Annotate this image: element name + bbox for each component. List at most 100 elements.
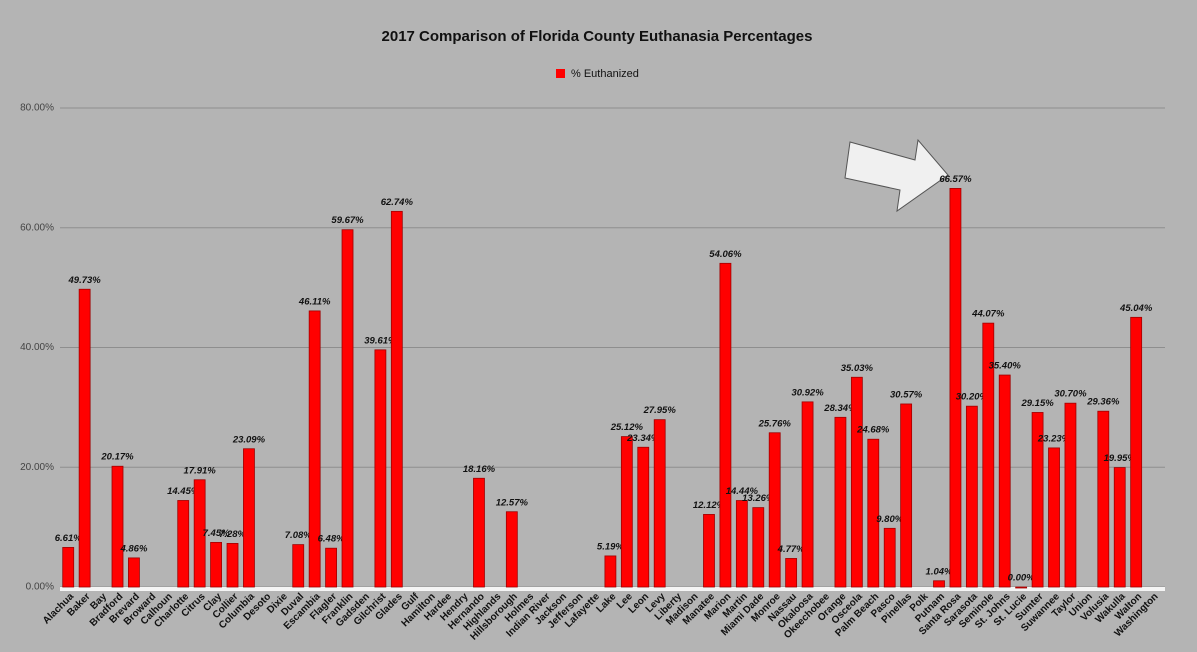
data-label: 6.48% xyxy=(318,534,345,545)
data-label: 9.80% xyxy=(876,514,903,525)
data-label: 14.44% xyxy=(726,486,759,497)
bar xyxy=(390,210,403,588)
data-label: 35.40% xyxy=(989,361,1022,372)
data-label: 12.12% xyxy=(693,500,726,511)
bar xyxy=(1113,467,1126,588)
data-label: 44.07% xyxy=(971,309,1005,320)
bar xyxy=(965,405,978,588)
data-label: 28.34% xyxy=(823,403,857,414)
data-label: 17.91% xyxy=(184,465,217,476)
bar-group xyxy=(390,210,403,588)
bar xyxy=(62,547,75,588)
bar-group xyxy=(653,419,666,588)
bar-group xyxy=(243,448,255,588)
data-label: 20.17% xyxy=(100,452,134,463)
bar xyxy=(1048,447,1060,588)
data-label: 59.67% xyxy=(331,215,364,226)
bar xyxy=(785,558,798,588)
bar-group xyxy=(883,527,896,588)
bar-group xyxy=(111,465,124,588)
data-label: 62.74% xyxy=(381,197,414,208)
y-tick-label: 60.00% xyxy=(20,222,54,233)
bar-group xyxy=(620,436,633,588)
bar-group xyxy=(177,500,190,588)
bar xyxy=(801,401,814,588)
data-label: 66.57% xyxy=(939,174,972,185)
bar xyxy=(177,500,190,588)
bar-group xyxy=(1064,402,1077,588)
bar-group xyxy=(768,432,781,588)
bar-group xyxy=(982,322,995,588)
y-tick-label: 20.00% xyxy=(20,462,54,473)
bar xyxy=(933,580,945,588)
bar xyxy=(949,188,962,588)
data-label: 30.57% xyxy=(890,389,923,400)
data-label: 25.12% xyxy=(610,422,644,433)
bar xyxy=(1097,410,1110,588)
bar xyxy=(998,374,1011,588)
data-label: 24.68% xyxy=(856,425,890,436)
bar-group xyxy=(998,374,1011,588)
bar-group xyxy=(965,405,978,588)
bar-group xyxy=(341,229,354,588)
bar xyxy=(210,541,222,588)
bar xyxy=(226,543,239,588)
bar xyxy=(374,349,387,588)
bar xyxy=(834,416,847,588)
data-label: 27.95% xyxy=(643,405,677,416)
bar-group xyxy=(703,514,715,588)
y-tick-label: 80.00% xyxy=(20,103,54,114)
legend-label: % Euthanized xyxy=(571,68,639,80)
bar-group xyxy=(78,288,91,588)
bar-group xyxy=(1097,410,1110,588)
bar-group xyxy=(1015,586,1028,589)
data-label: 19.95% xyxy=(1104,453,1137,464)
bar-group xyxy=(933,580,945,588)
bar xyxy=(768,432,781,588)
bar xyxy=(243,448,255,588)
arrow xyxy=(844,138,949,213)
data-label: 29.15% xyxy=(1020,398,1054,409)
chart-title: 2017 Comparison of Florida County Euthan… xyxy=(382,28,813,45)
floor xyxy=(60,587,1165,591)
data-label: 30.92% xyxy=(791,387,824,398)
bar xyxy=(1130,316,1143,588)
bar-group xyxy=(752,507,765,588)
bar xyxy=(703,514,715,588)
bar xyxy=(637,446,650,588)
data-label: 29.36% xyxy=(1086,397,1120,408)
bar-group xyxy=(850,376,863,588)
bar xyxy=(604,555,617,588)
bar-group xyxy=(867,438,880,588)
data-label: 49.73% xyxy=(68,275,102,286)
bar-group xyxy=(735,500,748,588)
bar-group xyxy=(785,558,798,588)
bar-group xyxy=(604,555,617,588)
data-label: 4.86% xyxy=(119,543,147,554)
bar xyxy=(341,229,354,588)
bar xyxy=(867,438,880,588)
bar-group xyxy=(1113,467,1126,588)
bar-group xyxy=(308,310,321,588)
data-label: 30.70% xyxy=(1054,389,1087,400)
bar-group xyxy=(949,188,962,588)
bar-group xyxy=(834,416,847,588)
bar xyxy=(620,436,633,588)
bar xyxy=(883,527,896,588)
bar-group xyxy=(193,479,206,588)
data-label: 12.57% xyxy=(496,497,529,508)
data-label: 46.11% xyxy=(298,296,331,307)
bar xyxy=(653,419,666,588)
data-label: 18.16% xyxy=(463,464,496,475)
bar-group xyxy=(1031,412,1044,588)
data-label: 30.20% xyxy=(956,392,989,403)
bar-group xyxy=(325,547,337,588)
bar xyxy=(850,376,863,588)
bar xyxy=(1064,402,1077,588)
bar xyxy=(78,288,91,588)
bar xyxy=(752,507,765,588)
y-tick-label: 40.00% xyxy=(20,342,54,353)
bar xyxy=(735,500,748,588)
legend-swatch xyxy=(556,69,565,78)
bar-group xyxy=(719,262,732,588)
